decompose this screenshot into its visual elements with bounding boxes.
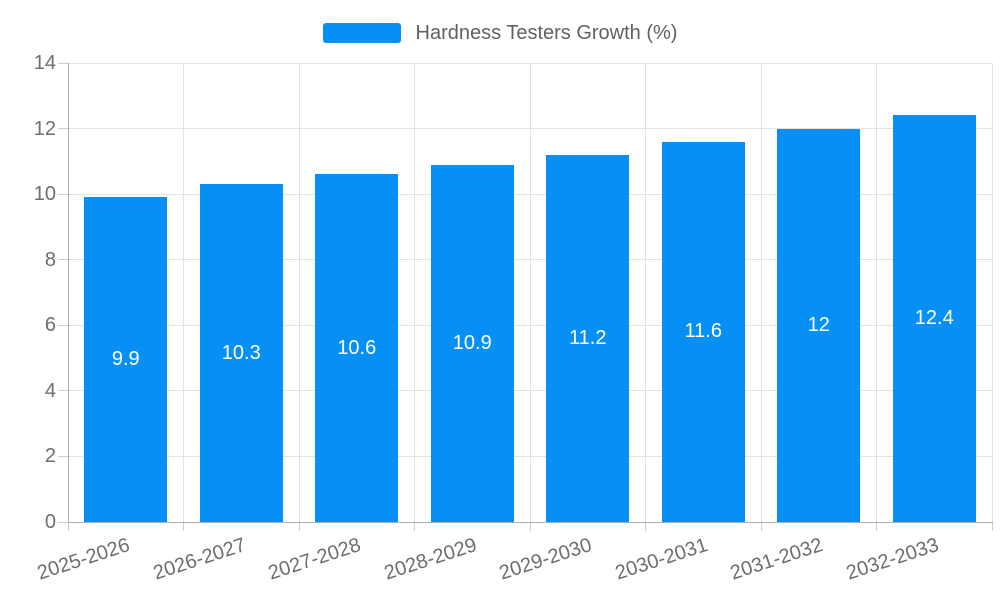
bar[interactable]: 10.9 xyxy=(430,164,514,522)
bar[interactable]: 12.4 xyxy=(892,115,976,522)
x-tick-mark xyxy=(183,523,184,531)
x-axis-tick-label: 2032-2033 xyxy=(843,534,942,585)
gridline-vertical xyxy=(991,63,993,522)
y-axis-tick-label: 4 xyxy=(44,379,56,402)
bar-value-label: 12 xyxy=(807,313,830,336)
bar-value-label: 10.9 xyxy=(452,331,492,354)
x-tick-mark xyxy=(298,523,300,531)
y-axis-tick-label: 14 xyxy=(33,52,56,74)
y-tick-mark xyxy=(58,128,68,130)
bar[interactable]: 12 xyxy=(777,128,861,522)
x-axis-tick-label: 2031-2032 xyxy=(727,534,826,585)
gridline-vertical xyxy=(645,63,646,522)
y-axis-tick-label: 12 xyxy=(33,117,56,140)
y-tick-mark xyxy=(58,259,68,261)
x-tick-mark xyxy=(991,523,993,531)
x-axis-line xyxy=(68,522,993,523)
bar-value-label: 10.3 xyxy=(221,341,261,364)
y-tick-mark xyxy=(58,521,68,523)
y-tick-mark xyxy=(58,324,68,326)
x-tick-mark xyxy=(529,523,531,531)
x-axis-tick-label: 2029-2030 xyxy=(496,534,595,585)
bar[interactable]: 11.6 xyxy=(661,141,745,522)
y-axis-tick-label: 0 xyxy=(44,511,56,533)
y-tick-mark xyxy=(58,455,68,457)
bar-value-label: 9.9 xyxy=(111,348,140,371)
y-axis-tick-label: 6 xyxy=(44,314,56,337)
x-tick-mark xyxy=(876,523,877,531)
legend-swatch xyxy=(322,23,401,43)
x-axis-tick-label: 2030-2031 xyxy=(612,534,711,585)
bar-value-label: 10.6 xyxy=(337,336,377,359)
x-axis-tick-label: 2026-2027 xyxy=(150,534,249,585)
x-tick-mark xyxy=(67,523,69,531)
x-tick-mark xyxy=(760,523,762,531)
legend-label: Hardness Testers Growth (%) xyxy=(415,21,678,44)
chart-legend[interactable]: Hardness Testers Growth (%) xyxy=(0,18,1000,48)
x-tick-mark xyxy=(645,523,646,531)
y-axis-tick-label: 2 xyxy=(44,445,56,468)
y-axis-tick-label: 8 xyxy=(44,248,56,271)
gridline-vertical xyxy=(529,63,531,522)
bar-value-label: 11.6 xyxy=(684,320,722,343)
y-tick-mark xyxy=(58,193,68,195)
bar[interactable]: 9.9 xyxy=(84,197,168,522)
bar[interactable]: 10.6 xyxy=(315,174,399,522)
bar[interactable]: 11.2 xyxy=(546,154,630,522)
y-axis-tick-label: 10 xyxy=(33,183,56,206)
x-tick-mark xyxy=(414,523,415,531)
gridline-vertical xyxy=(876,63,877,522)
y-tick-mark xyxy=(58,390,68,392)
gridline-vertical xyxy=(183,63,184,522)
y-tick-mark xyxy=(58,62,68,64)
gridline-vertical xyxy=(760,63,762,522)
gridline-vertical xyxy=(414,63,415,522)
x-axis-tick-label: 2028-2029 xyxy=(381,534,480,585)
x-axis-tick-label: 2025-2026 xyxy=(34,534,133,585)
bar[interactable]: 10.3 xyxy=(199,184,283,522)
gridline-vertical xyxy=(298,63,300,522)
x-axis-tick-label: 2027-2028 xyxy=(265,534,364,585)
y-axis-line xyxy=(68,63,69,522)
bar-value-label: 12.4 xyxy=(914,307,954,330)
bar-value-label: 11.2 xyxy=(569,326,607,349)
plot-area: 9.9 10.3 10.6 10.9 11.2 11.6 12 12.4 xyxy=(68,62,993,522)
